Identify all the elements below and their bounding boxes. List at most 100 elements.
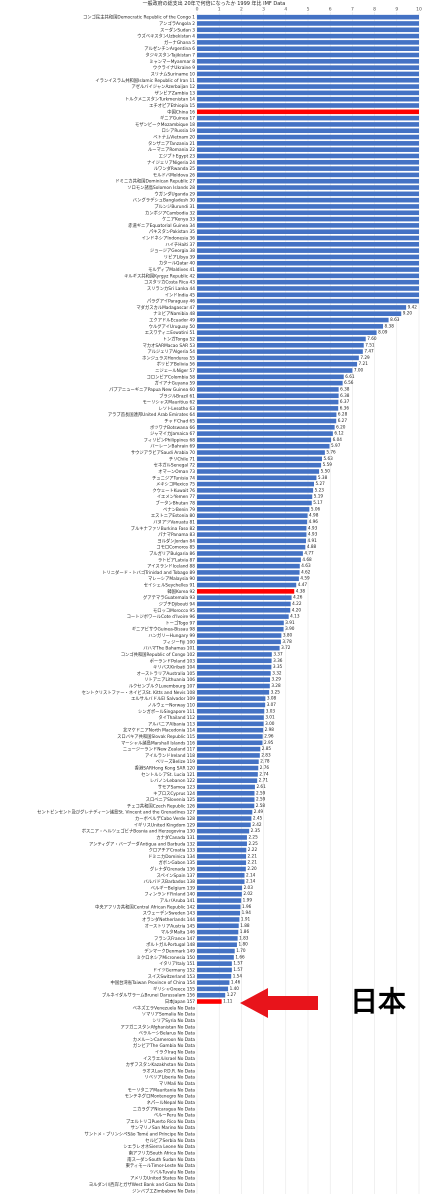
- bar: [197, 955, 234, 960]
- category-label: サントメ・プリンシペSão Tomé and Príncipe No Data: [85, 1131, 196, 1138]
- value-label: 4.38: [296, 588, 306, 593]
- value-label: 5.97: [331, 443, 341, 448]
- bar: [197, 607, 291, 613]
- category-label: チャドChad 65: [164, 418, 195, 424]
- bar: [197, 917, 240, 922]
- value-label: 3.90: [285, 626, 295, 631]
- category-label: ヨルダンJordan 84: [157, 537, 195, 544]
- bar: [197, 683, 270, 689]
- bar: [197, 191, 419, 197]
- category-label: モーリシャスMauritius 62: [143, 400, 196, 406]
- value-label: 2.03: [244, 885, 254, 890]
- bar: [197, 828, 250, 834]
- category-label: セントビンセント及びグレナディーン諸島St. Vincent and the G…: [37, 809, 195, 816]
- value-label: 2.58: [256, 803, 266, 808]
- category-label: バハマThe Bahamas 101: [143, 646, 195, 652]
- value-label: 3.25: [271, 689, 281, 694]
- bar: [197, 475, 317, 481]
- category-label: ソロモン諸島Solomon Islands 28: [127, 184, 195, 191]
- bar: [197, 52, 419, 58]
- bar: [197, 292, 419, 298]
- bar: [197, 948, 235, 954]
- bar: [197, 115, 419, 121]
- value-label: 3.01: [265, 715, 275, 720]
- category-label: 中国台湾省Taiwan Province of China 154: [111, 979, 196, 986]
- value-label: 1.11: [223, 999, 233, 1004]
- value-label: 4.26: [293, 595, 303, 600]
- bar: [197, 412, 337, 417]
- bar: [197, 286, 419, 291]
- bar: [197, 854, 247, 859]
- bar: [197, 494, 313, 500]
- x-tick-label: 7: [351, 7, 354, 13]
- value-label: 2.45: [253, 816, 263, 821]
- bar: [197, 790, 255, 796]
- bar: [197, 734, 263, 739]
- bar: [197, 40, 419, 45]
- value-label: 6.20: [336, 424, 346, 429]
- bar: [197, 677, 271, 683]
- category-label: ブルキナファソBurkina Faso 82: [131, 525, 196, 532]
- bar: [197, 90, 419, 96]
- category-label: マダガスカルMadagascar 47: [136, 304, 195, 311]
- value-label: 4.68: [302, 557, 312, 562]
- category-label: マーシャル諸島Marshall Islands 116: [121, 739, 195, 746]
- bar: [197, 134, 419, 140]
- category-label: ヨルダン川西岸とガザWest Bank and Gaza No Data: [89, 1181, 196, 1188]
- bar: [197, 229, 419, 234]
- value-label: 3.29: [272, 677, 282, 682]
- bar: [197, 254, 419, 260]
- bar: [197, 551, 303, 556]
- bar: [197, 437, 332, 443]
- category-label: ナイジェリアNigeria 24: [147, 160, 195, 166]
- bar: [197, 14, 419, 20]
- category-label: チリChile 71: [169, 456, 195, 462]
- value-label: 2.95: [264, 740, 274, 745]
- bar: [197, 324, 384, 329]
- bar: [197, 462, 322, 468]
- value-label: 3.08: [267, 696, 277, 701]
- bar: [197, 967, 232, 973]
- value-label: 1.80: [238, 942, 248, 947]
- value-label: 4.13: [290, 614, 300, 619]
- category-label: 北マケドニアNorth Macedonia 114: [123, 727, 195, 734]
- bar: [197, 513, 308, 518]
- category-label: アラブ首長国連邦United Arab Emirates 64: [108, 411, 195, 418]
- category-label: 韓国Korea 92: [167, 588, 195, 595]
- chart-title: 一般政府の総支出 20年で何倍になったか 1999 年比 IMF Data: [143, 0, 286, 7]
- category-label: エジプトEgypt 23: [159, 153, 196, 159]
- value-label: 1.57: [233, 961, 243, 966]
- category-label: モルドバMoldova 26: [153, 172, 195, 178]
- category-label: ジブチDjibouti 94: [159, 600, 196, 607]
- category-label: ベネズエラVenezuela No Data: [133, 1004, 196, 1011]
- bar: [197, 860, 247, 865]
- category-label: ギリシャGreece 155: [153, 986, 195, 992]
- bar: [197, 570, 300, 575]
- category-label: コスタリカCosta Rica 43: [144, 279, 195, 286]
- category-label: ソマリアSomalia No Data: [142, 1012, 196, 1018]
- category-label: パプアニューギニアPapua New Guinea 60: [109, 387, 195, 393]
- bar: [197, 544, 306, 550]
- category-label: バヌアツVanuatu 81: [153, 519, 195, 525]
- bar: [197, 456, 322, 462]
- category-label: ザンビアZambia 13: [155, 89, 196, 96]
- category-label: カナダCanada 131: [156, 834, 195, 841]
- bar: [197, 500, 312, 506]
- value-label: 5.63: [323, 456, 333, 461]
- bar: [197, 923, 239, 929]
- category-label: カメルーンCameroon No Data: [133, 1037, 196, 1043]
- value-label: 3.78: [282, 639, 292, 644]
- bar: [197, 702, 266, 708]
- value-label: 1.96: [242, 904, 252, 909]
- category-label: シンガポールSingapore 111: [138, 708, 195, 715]
- bar: [197, 65, 419, 70]
- category-label: マルタMalta 146: [161, 929, 196, 936]
- bar: [197, 885, 243, 891]
- bar: [197, 999, 222, 1004]
- category-label: ラトビアLatvia 87: [158, 556, 195, 563]
- bar: [197, 759, 259, 765]
- bar: [197, 216, 419, 222]
- category-label: バルバドスBarbados 138: [144, 879, 196, 885]
- category-label: スロベニアSlovenia 125: [146, 797, 196, 803]
- bar: [197, 393, 339, 399]
